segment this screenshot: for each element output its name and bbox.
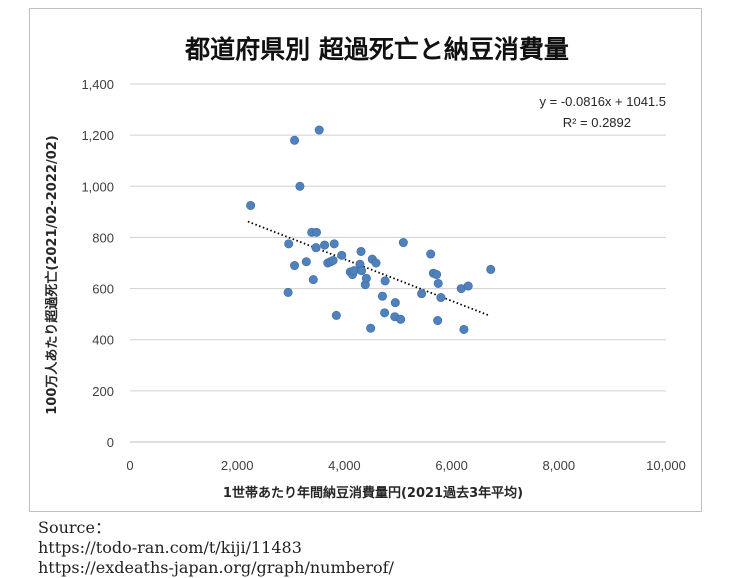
data-point	[366, 323, 376, 333]
source-note: Source： https://todo-ran.com/t/kiji/1148…	[38, 518, 394, 578]
chart-area	[29, 8, 702, 512]
data-point	[459, 324, 469, 334]
y-tick-label: 1,400	[81, 77, 114, 92]
x-tick-label: 4,000	[328, 458, 361, 473]
data-point	[246, 200, 256, 210]
data-point	[433, 316, 443, 326]
data-point	[380, 276, 390, 286]
y-tick-label: 200	[92, 384, 114, 399]
data-point	[356, 246, 366, 256]
data-point	[357, 266, 367, 276]
y-tick-label: 0	[107, 435, 114, 450]
data-point	[433, 278, 443, 288]
r-squared-label: R² = 0.2892	[563, 115, 631, 130]
data-point	[290, 261, 300, 271]
trendline-equation: y = -0.0816x + 1041.5	[540, 94, 666, 109]
y-tick-label: 400	[92, 333, 114, 348]
data-point	[396, 314, 406, 324]
data-point	[398, 238, 408, 248]
data-point	[361, 273, 371, 283]
data-point	[308, 275, 318, 285]
data-point	[311, 243, 321, 253]
x-tick-label: 10,000	[646, 458, 686, 473]
gridlines	[130, 83, 666, 443]
data-point	[301, 257, 311, 267]
y-axis-title: 100万人あたり超過死亡(2021/02-2022/02)	[44, 135, 60, 414]
data-point	[436, 293, 446, 303]
x-tick-label: 8,000	[543, 458, 576, 473]
data-points	[246, 125, 496, 334]
data-point	[463, 281, 473, 291]
data-point	[329, 239, 339, 249]
x-axis-ticks: 0 2,000 4,000 6,000 8,000 10,000	[126, 458, 686, 473]
data-point	[486, 264, 496, 274]
data-point	[284, 239, 294, 249]
x-axis-title: 1世帯あたり年間納豆消費量円(2021過去3年平均)	[223, 485, 523, 501]
chart-title: 都道府県別 超過死亡と納豆消費量	[184, 35, 569, 64]
data-point	[283, 287, 293, 297]
data-point	[377, 291, 387, 301]
source-link-2[interactable]: https://exdeaths-japan.org/graph/numbero…	[38, 558, 394, 577]
data-point	[390, 298, 400, 308]
data-point	[312, 227, 322, 237]
data-point	[320, 240, 330, 250]
data-point	[349, 266, 359, 276]
data-point	[417, 289, 427, 299]
y-axis-ticks: 0 200 400 600 800 1,000 1,200 1,400	[81, 77, 114, 450]
source-heading: Source：	[38, 518, 111, 537]
data-point	[331, 310, 341, 320]
data-point	[290, 135, 300, 145]
data-point	[328, 255, 338, 265]
data-point	[380, 308, 390, 318]
x-tick-label: 6,000	[435, 458, 468, 473]
data-point	[337, 250, 347, 260]
x-tick-label: 2,000	[221, 458, 254, 473]
data-point	[314, 125, 324, 135]
x-tick-label: 0	[126, 458, 133, 473]
data-point	[295, 181, 305, 191]
data-point	[426, 249, 436, 259]
trendline-layer	[247, 220, 490, 317]
source-link-1[interactable]: https://todo-ran.com/t/kiji/11483	[38, 538, 302, 557]
data-point	[432, 270, 442, 280]
y-tick-label: 800	[92, 230, 114, 245]
y-tick-label: 1,000	[81, 179, 114, 194]
trendline	[247, 220, 490, 317]
y-tick-label: 1,200	[81, 128, 114, 143]
y-tick-label: 600	[92, 282, 114, 297]
data-point	[371, 258, 381, 268]
